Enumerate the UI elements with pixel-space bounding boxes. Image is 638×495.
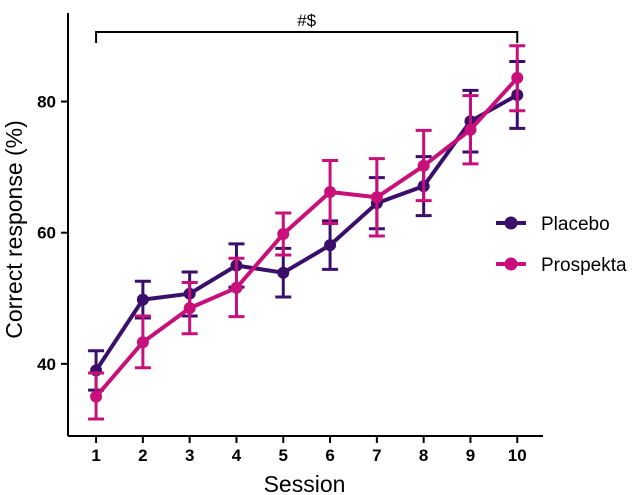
legend-item-prospekta: Prospekta	[496, 255, 627, 276]
significance-label: #$	[297, 11, 316, 30]
data-point	[324, 239, 337, 252]
legend-label: Placebo	[541, 214, 610, 235]
series-placebo	[88, 60, 526, 392]
data-point	[136, 336, 149, 349]
series-line	[94, 93, 519, 372]
legend-swatch-point	[504, 216, 518, 230]
data-point	[90, 390, 103, 403]
x-tick-label: 6	[325, 446, 334, 465]
x-tick-label: 10	[508, 446, 527, 465]
chart-axes: 1 2 3 4 5 6 7 8 9 10 40 60 80 Session Correct response…	[1, 13, 543, 495]
data-point	[277, 228, 290, 241]
x-tick-label: 2	[138, 446, 147, 465]
legend: Placebo Prospekta	[496, 214, 627, 276]
x-tick-label: 4	[232, 446, 242, 465]
data-point	[511, 71, 524, 84]
y-tick-label: 60	[37, 224, 56, 243]
data-point	[230, 281, 243, 294]
data-point	[136, 293, 149, 306]
data-point	[183, 302, 196, 315]
data-point	[370, 191, 383, 204]
y-tick-label: 40	[37, 355, 56, 374]
x-tick-label: 8	[419, 446, 428, 465]
y-axis-title: Correct response (%)	[1, 120, 27, 339]
plot-area	[88, 44, 526, 421]
series-prospekta	[88, 44, 526, 421]
legend-swatch-point	[504, 257, 518, 271]
x-axis-title: Session	[264, 471, 346, 495]
x-tick-label: 5	[279, 446, 288, 465]
x-tick-label: 9	[466, 446, 475, 465]
x-tick-label: 3	[185, 446, 194, 465]
data-point	[277, 266, 290, 279]
y-tick-label: 80	[37, 93, 56, 112]
x-tick-label: 1	[91, 446, 100, 465]
data-point	[324, 186, 337, 199]
significance-bracket	[95, 31, 519, 43]
x-tick-label: 7	[372, 446, 381, 465]
legend-item-placebo: Placebo	[496, 214, 610, 235]
legend-label: Prospekta	[541, 255, 627, 276]
data-point	[417, 159, 430, 172]
significance-annotation: #$	[95, 11, 519, 43]
series-line	[94, 76, 519, 398]
data-point	[464, 123, 477, 136]
